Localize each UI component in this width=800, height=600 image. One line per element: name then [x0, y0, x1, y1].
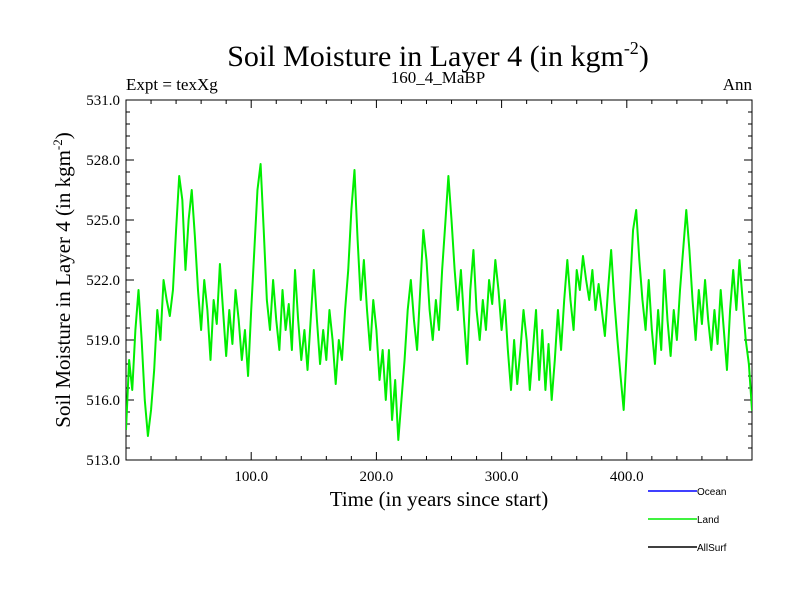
y-tick-label: 516.0	[86, 393, 120, 409]
y-axis-label: Soil Moisture in Layer 4 (in kgm-2)	[50, 132, 75, 427]
x-tick-label: 400.0	[610, 469, 644, 485]
x-axis-label: Time (in years since start)	[330, 487, 549, 511]
y-tick-label: 531.0	[86, 93, 120, 109]
x-tick-label: 100.0	[234, 469, 268, 485]
y-tick-label: 525.0	[86, 213, 120, 229]
axes: 513.0 516.0 519.0 522.0 525.0 528.0 531.0 100.0…	[86, 93, 753, 485]
legend-label-ocean: Ocean	[697, 487, 726, 498]
legend: Ocean Land AllSurf	[648, 487, 727, 554]
plot-area	[126, 163, 752, 441]
series-line-land	[126, 163, 752, 441]
legend-label-allsurf: AllSurf	[697, 543, 727, 554]
y-tick-label: 522.0	[86, 273, 120, 289]
legend-label-land: Land	[697, 515, 719, 526]
y-tick-label: 513.0	[86, 453, 120, 469]
x-tick-label: 300.0	[485, 469, 519, 485]
y-tick-label: 519.0	[86, 333, 120, 349]
x-tick-label: 200.0	[360, 469, 394, 485]
chart-title: Soil Moisture in Layer 4 (in kgm-2)	[227, 38, 649, 73]
season-label: Ann	[723, 75, 753, 94]
period-label: 160_4_MaBP	[391, 68, 485, 87]
y-tick-label: 528.0	[86, 153, 120, 169]
experiment-label: Expt = texXg	[126, 75, 218, 94]
